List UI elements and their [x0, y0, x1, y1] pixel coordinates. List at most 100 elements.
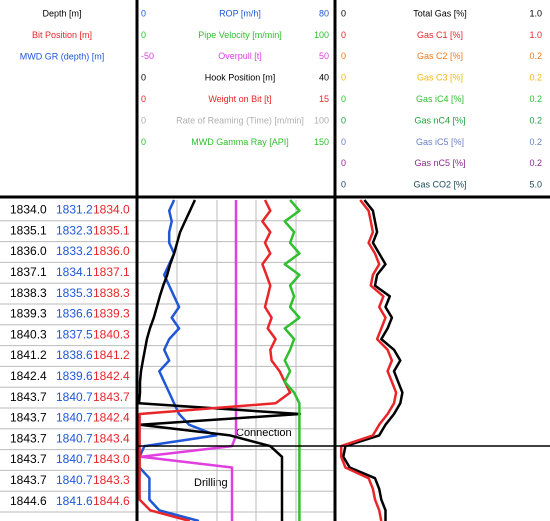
curve-name: Overpull [t] — [218, 51, 262, 61]
scale-max: 0.2 — [529, 94, 542, 104]
depth-value: 1838.3 — [10, 286, 47, 300]
depth-row: 1841.2 1838.6 1841.2 — [10, 348, 130, 362]
depth-value: 1843.7 — [10, 431, 47, 445]
depth-row: 1843.7 1840.7 1843.4 — [10, 431, 130, 445]
depth-value: 1842.4 — [93, 411, 130, 425]
scale-min: 0 — [341, 180, 346, 190]
depth-value: 1833.2 — [56, 244, 93, 258]
depth-row: 1838.3 1835.3 1838.3 — [10, 286, 130, 300]
depth-value: 1843.7 — [10, 473, 47, 487]
curve-name: Weight on Bit [t] — [208, 94, 271, 104]
annotation: Connection — [236, 427, 292, 439]
curve-name: Gas CO2 [%] — [413, 180, 466, 190]
depth-row: 1839.3 1836.6 1839.3 — [10, 307, 130, 321]
depth-value: 1841.2 — [10, 348, 47, 362]
depth-header: MWD GR (depth) [m] — [20, 51, 105, 61]
curve-name: Gas nC5 [%] — [414, 158, 465, 168]
scale-max: 50 — [319, 51, 329, 61]
scale-min: 0 — [141, 115, 146, 125]
depth-value: 1843.0 — [93, 452, 130, 466]
depth-header: Depth [m] — [42, 8, 81, 18]
depth-value: 1843.4 — [93, 431, 130, 445]
scale-min: 0 — [341, 73, 346, 83]
scale-max: 0.2 — [529, 51, 542, 61]
depth-value: 1843.3 — [93, 473, 130, 487]
curve — [283, 199, 301, 521]
scale-max: 150 — [314, 137, 329, 147]
depth-value: 1832.3 — [56, 223, 93, 237]
depth-value: 1844.6 — [93, 494, 130, 508]
scale-min: 0 — [341, 158, 346, 168]
scale-min: 0 — [341, 51, 346, 61]
depth-row: 1837.1 1834.1 1837.1 — [10, 265, 130, 279]
depth-value: 1837.1 — [10, 265, 47, 279]
depth-value: 1831.2 — [56, 203, 93, 217]
curve-name: ROP [m/h] — [219, 8, 261, 18]
depth-row: 1843.7 1840.7 1843.7 — [10, 390, 130, 404]
curve-name: Gas iC5 [%] — [416, 137, 464, 147]
scale-min: 0 — [141, 94, 146, 104]
scale-max: 0.2 — [529, 158, 542, 168]
depth-row: 1836.0 1833.2 1836.0 — [10, 244, 130, 258]
depth-value: 1835.1 — [93, 223, 130, 237]
depth-value: 1840.7 — [56, 473, 93, 487]
depth-value: 1834.0 — [93, 203, 130, 217]
depth-row: 1843.7 1840.7 1842.4 — [10, 411, 130, 425]
scale-min: 0 — [141, 73, 146, 83]
depth-value: 1844.6 — [10, 494, 47, 508]
scale-max: 100 — [314, 30, 329, 40]
curve — [139, 200, 238, 521]
depth-row: 1840.3 1837.5 1840.3 — [10, 327, 130, 341]
scale-max: 15 — [319, 94, 329, 104]
depth-row: 1843.7 1840.7 1843.0 — [10, 452, 130, 466]
depth-value: 1840.3 — [10, 327, 47, 341]
curve — [137, 199, 302, 521]
curve-name: Gas C2 [%] — [417, 51, 463, 61]
depth-value: 1841.2 — [93, 348, 130, 362]
curve-name: Gas nC4 [%] — [414, 115, 465, 125]
curve-name: Total Gas [%] — [413, 8, 467, 18]
depth-value: 1839.3 — [93, 307, 130, 321]
curve-name: Pipe Velocity [m/min] — [198, 30, 282, 40]
depth-value: 1839.3 — [10, 307, 47, 321]
scale-min: 0 — [341, 115, 346, 125]
depth-value: 1840.7 — [56, 452, 93, 466]
scale-max: 1.0 — [529, 8, 542, 18]
curve — [342, 199, 404, 521]
depth-value: 1837.5 — [56, 327, 93, 341]
depth-value: 1836.0 — [93, 244, 130, 258]
scale-min: 0 — [341, 30, 346, 40]
scale-min: 0 — [141, 8, 146, 18]
scale-max: 0.2 — [529, 73, 542, 83]
depth-value: 1841.6 — [56, 494, 93, 508]
scale-min: 0 — [141, 137, 146, 147]
depth-value: 1836.0 — [10, 244, 47, 258]
depth-value: 1834.1 — [56, 265, 93, 279]
curve-name: Gas iC4 [%] — [416, 94, 464, 104]
curve-name: MWD Gamma Ray [API] — [191, 137, 289, 147]
scale-max: 40 — [319, 73, 329, 83]
depth-value: 1839.6 — [56, 369, 93, 383]
curve — [339, 199, 398, 521]
depth-value: 1842.4 — [10, 369, 47, 383]
depth-value: 1837.1 — [93, 265, 130, 279]
depth-value: 1840.3 — [93, 327, 130, 341]
scale-min: 0 — [341, 8, 346, 18]
depth-value: 1838.6 — [56, 348, 93, 362]
depth-value: 1843.7 — [93, 390, 130, 404]
scale-max: 5.0 — [529, 180, 542, 190]
curve — [138, 199, 292, 521]
curve-name: Rate of Reaming (Time) [m/min] — [176, 115, 304, 125]
depth-value: 1835.1 — [10, 223, 47, 237]
scale-min: 0 — [341, 94, 346, 104]
depth-row: 1842.4 1839.6 1842.4 — [10, 369, 130, 383]
depth-value: 1838.3 — [93, 286, 130, 300]
depth-value: 1843.7 — [10, 390, 47, 404]
scale-max: 1.0 — [529, 30, 542, 40]
curve-name: Gas C3 [%] — [417, 73, 463, 83]
depth-value: 1835.3 — [56, 286, 93, 300]
depth-value: 1840.7 — [56, 431, 93, 445]
annotation: Drilling — [194, 477, 228, 489]
